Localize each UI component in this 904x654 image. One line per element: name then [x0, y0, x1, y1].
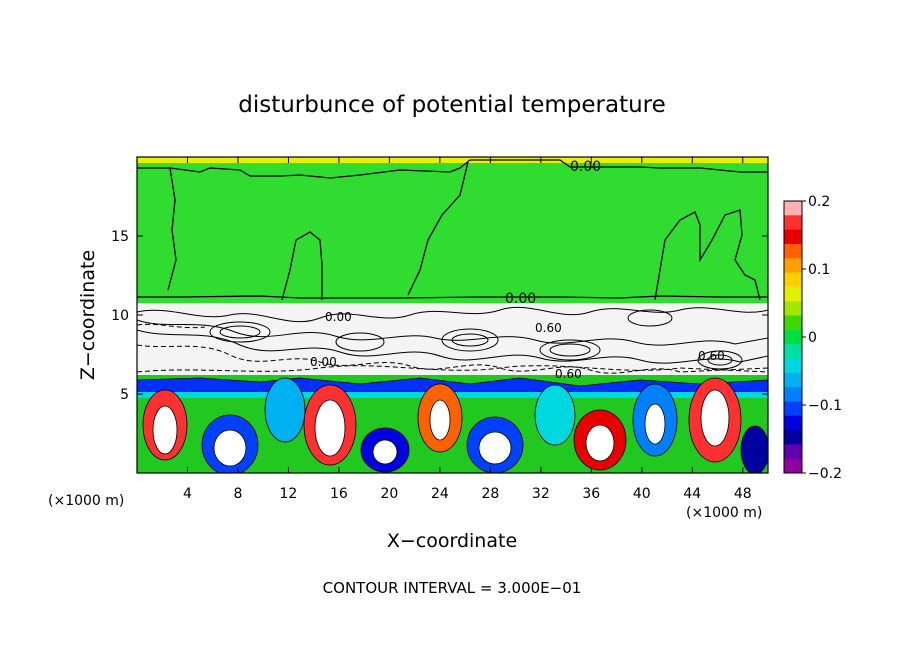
colorbar-swatch — [784, 286, 802, 302]
contour-label: 0.00 — [310, 355, 337, 369]
contour-label: 0.60 — [535, 321, 562, 335]
colorbar-tick-label: 0 — [808, 330, 817, 346]
x-tick-label: 12 — [280, 486, 298, 502]
x-tick-label: 36 — [582, 486, 600, 502]
colorbar: 0.2 0.1 0 −0.1 −0.2 — [783, 194, 842, 482]
y-axis-label: Z−coordinate — [77, 250, 99, 380]
colorbar-tick-label: 0.1 — [808, 262, 830, 278]
x-unit-label-right: (×1000 m) — [686, 505, 762, 521]
colorbar-tick-label: −0.1 — [808, 398, 842, 414]
x-tick-label: 32 — [532, 486, 550, 502]
colorbar-swatch — [784, 344, 802, 359]
x-axis-label: X−coordinate — [387, 530, 517, 552]
x-tick-label: 4 — [183, 486, 192, 502]
x-tick-label: 48 — [734, 486, 752, 502]
y-tick-label: 15 — [111, 229, 129, 245]
x-unit-label-left: (×1000 m) — [48, 493, 124, 509]
colorbar-swatch — [784, 444, 802, 460]
colorbar-swatch — [784, 430, 802, 445]
plot-area — [137, 157, 768, 473]
x-axis: 4 8 12 16 20 24 28 32 36 40 44 48 — [183, 157, 752, 502]
colorbar-swatch — [784, 387, 802, 402]
colorbar-swatch — [784, 243, 802, 259]
colorbar-tick-label: 0.2 — [808, 194, 830, 210]
chart-title: disturbunce of potential temperature — [238, 92, 666, 118]
colorbar-swatch — [784, 458, 802, 474]
x-tick-label: 8 — [233, 486, 242, 502]
contour-label: 0.60 — [555, 367, 582, 381]
x-tick-label: 28 — [481, 486, 499, 502]
y-axis: 5 10 15 — [111, 229, 768, 403]
contour-label: 0.00 — [570, 159, 601, 175]
x-tick-label: 40 — [633, 486, 651, 502]
x-tick-label: 20 — [380, 486, 398, 502]
colorbar-swatch — [784, 329, 802, 345]
colorbar-swatch — [784, 315, 802, 331]
dense-contours — [137, 306, 768, 374]
top-boundary-band — [137, 157, 768, 163]
colorbar-swatch — [784, 229, 802, 245]
colorbar-swatch — [784, 301, 802, 317]
x-tick-label: 16 — [330, 486, 348, 502]
colorbar-swatch — [784, 258, 802, 274]
x-tick-label: 44 — [683, 486, 701, 502]
contour-label: 0.60 — [698, 349, 725, 363]
contour-label: 0.00 — [325, 310, 352, 324]
y-tick-label: 10 — [111, 308, 129, 324]
colorbar-swatch — [784, 415, 802, 431]
turbulent-blobs — [137, 377, 768, 473]
colorbar-swatch — [784, 358, 802, 374]
contour-label: 0.00 — [505, 291, 536, 307]
x-tick-label: 24 — [431, 486, 449, 502]
colorbar-swatch — [784, 201, 802, 216]
y-tick-label: 5 — [120, 387, 129, 403]
upper-contours — [137, 159, 768, 301]
contour-labels: 0.00 0.00 0.00 0.60 0.00 0.60 0.60 — [310, 159, 725, 381]
colorbar-swatch — [784, 372, 802, 388]
colorbar-tick-label: −0.2 — [808, 466, 842, 482]
colorbar-swatch — [784, 272, 802, 288]
contour-interval-note: CONTOUR INTERVAL = 3.000E−01 — [323, 579, 582, 597]
colorbar-swatch — [784, 401, 802, 417]
colorbar-swatch — [784, 215, 802, 231]
